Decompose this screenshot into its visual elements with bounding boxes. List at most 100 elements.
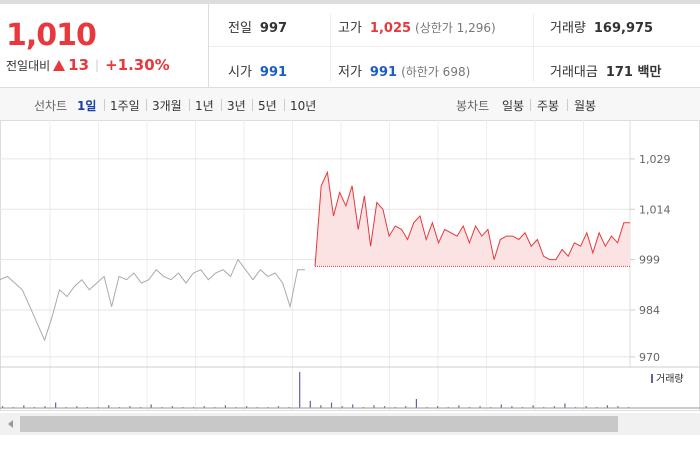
volume-bar xyxy=(532,405,534,408)
divider xyxy=(330,14,331,82)
value: 1,025 xyxy=(369,21,412,36)
volume-bar xyxy=(511,406,513,408)
tab[interactable]: 3개월 xyxy=(152,99,182,113)
y-tick-label: 1,014 xyxy=(639,203,671,216)
volume-bar xyxy=(330,402,333,408)
volume-bar xyxy=(341,406,343,408)
line xyxy=(0,258,305,342)
volume-bar xyxy=(277,406,280,408)
volume-bar xyxy=(44,406,46,408)
label: 고가 xyxy=(338,21,362,36)
note: (상한가 1,296) xyxy=(415,21,496,35)
volume-bar xyxy=(352,404,354,408)
price: 1,010 xyxy=(6,18,97,53)
tab[interactable]: 5년 xyxy=(258,99,277,113)
volume-bar xyxy=(606,405,608,408)
volume-bar xyxy=(320,405,322,408)
value: 997 xyxy=(259,21,288,36)
volume-bar xyxy=(309,400,311,408)
scroll-thumb[interactable] xyxy=(20,416,618,432)
info-cell: 거래대금 171 백만 xyxy=(550,61,661,80)
tab[interactable]: 월봉 xyxy=(574,99,597,113)
divider xyxy=(104,99,105,111)
volume-bar xyxy=(405,406,407,408)
area-fill xyxy=(315,172,630,267)
legend-label: 거래량 xyxy=(656,373,684,385)
volume-bar xyxy=(373,405,375,408)
tab-bar: 선차트 봉차트 1일 1주일 3개월 1년 3년 5년 10년 일봉 주봉 월봉 xyxy=(0,88,700,121)
divider xyxy=(209,46,700,47)
info-cell: 고가 1,025 (상한가 1,296) xyxy=(338,17,496,36)
divider xyxy=(284,99,285,111)
divider xyxy=(252,99,253,111)
quote-header: 1,010 전일대비 13 | +1.30% 전일 997 고가 1,025 (상한가… xyxy=(0,0,700,88)
tab-group-label: 선차트 xyxy=(34,99,68,113)
value: 991 xyxy=(259,65,288,80)
scroll-arrow xyxy=(8,420,13,428)
volume-bar xyxy=(2,406,4,408)
volume-bar xyxy=(246,406,248,408)
tab[interactable]: 일봉 xyxy=(502,99,525,113)
volume-bar xyxy=(129,406,131,408)
divider xyxy=(567,99,568,111)
info-cell: 거래량 169,975 xyxy=(550,17,653,36)
volume-bar xyxy=(617,406,619,408)
tab[interactable]: 주봉 xyxy=(537,99,560,113)
volume-bar xyxy=(55,402,57,408)
divider xyxy=(221,99,222,111)
volume-bar xyxy=(458,405,460,408)
value: 171 백만 xyxy=(605,65,662,80)
volume-bar xyxy=(171,406,173,408)
change-label: 전일대비 xyxy=(6,58,51,73)
volume-bar xyxy=(23,405,25,408)
volume-bar xyxy=(479,406,481,408)
divider xyxy=(146,99,147,111)
label: 거래대금 xyxy=(550,65,598,80)
quote-summary: 1,010 전일대비 13 | +1.30% xyxy=(0,4,209,88)
info-cell: 전일 997 xyxy=(228,17,287,36)
tab[interactable]: 10년 xyxy=(290,99,317,113)
volume-bar xyxy=(150,404,152,408)
label: 저가 xyxy=(338,65,362,80)
volume-bar xyxy=(564,403,566,408)
up-arrow xyxy=(53,59,66,71)
tab[interactable]: 1주일 xyxy=(110,99,140,113)
divider xyxy=(533,14,534,82)
change-value: 13 xyxy=(68,56,90,74)
tab[interactable]: 3년 xyxy=(227,99,246,113)
volume-bar xyxy=(108,405,110,408)
chart: 970 984 999 1,014 1,029 거래량 xyxy=(0,120,700,435)
label: 시가 xyxy=(228,65,252,80)
label: 거래량 xyxy=(550,21,586,36)
line xyxy=(314,170,630,267)
change: 전일대비 13 | +1.30% xyxy=(6,56,170,74)
divider xyxy=(189,99,190,111)
y-tick-label: 1,029 xyxy=(639,153,671,166)
tab-group-label: 봉차트 xyxy=(456,99,490,113)
volume-bar xyxy=(437,406,439,408)
legend-swatch xyxy=(651,374,653,383)
volume-bar xyxy=(224,405,227,408)
volume-bar xyxy=(299,372,301,408)
volume-bar xyxy=(383,406,386,408)
y-tick-label: 984 xyxy=(639,304,660,317)
divider: | xyxy=(95,58,100,72)
divider xyxy=(530,99,531,111)
volume-bar xyxy=(553,406,555,408)
y-tick-label: 970 xyxy=(639,351,660,364)
tab[interactable]: 1년 xyxy=(195,99,214,113)
volume-bar xyxy=(203,406,205,408)
volume-bar xyxy=(415,399,417,408)
info-cell: 시가 991 xyxy=(228,61,287,80)
change-pct: +1.30% xyxy=(105,56,170,74)
tab[interactable]: 1일 xyxy=(77,99,97,113)
info-cell: 저가 991 (하한가 698) xyxy=(338,61,470,80)
y-tick-label: 999 xyxy=(639,254,660,267)
value: 991 xyxy=(369,65,398,80)
volume-bar xyxy=(585,406,587,408)
volume-bar xyxy=(76,406,78,408)
note: (하한가 698) xyxy=(401,65,471,79)
volume-bar xyxy=(500,404,502,408)
label: 전일 xyxy=(228,21,252,36)
